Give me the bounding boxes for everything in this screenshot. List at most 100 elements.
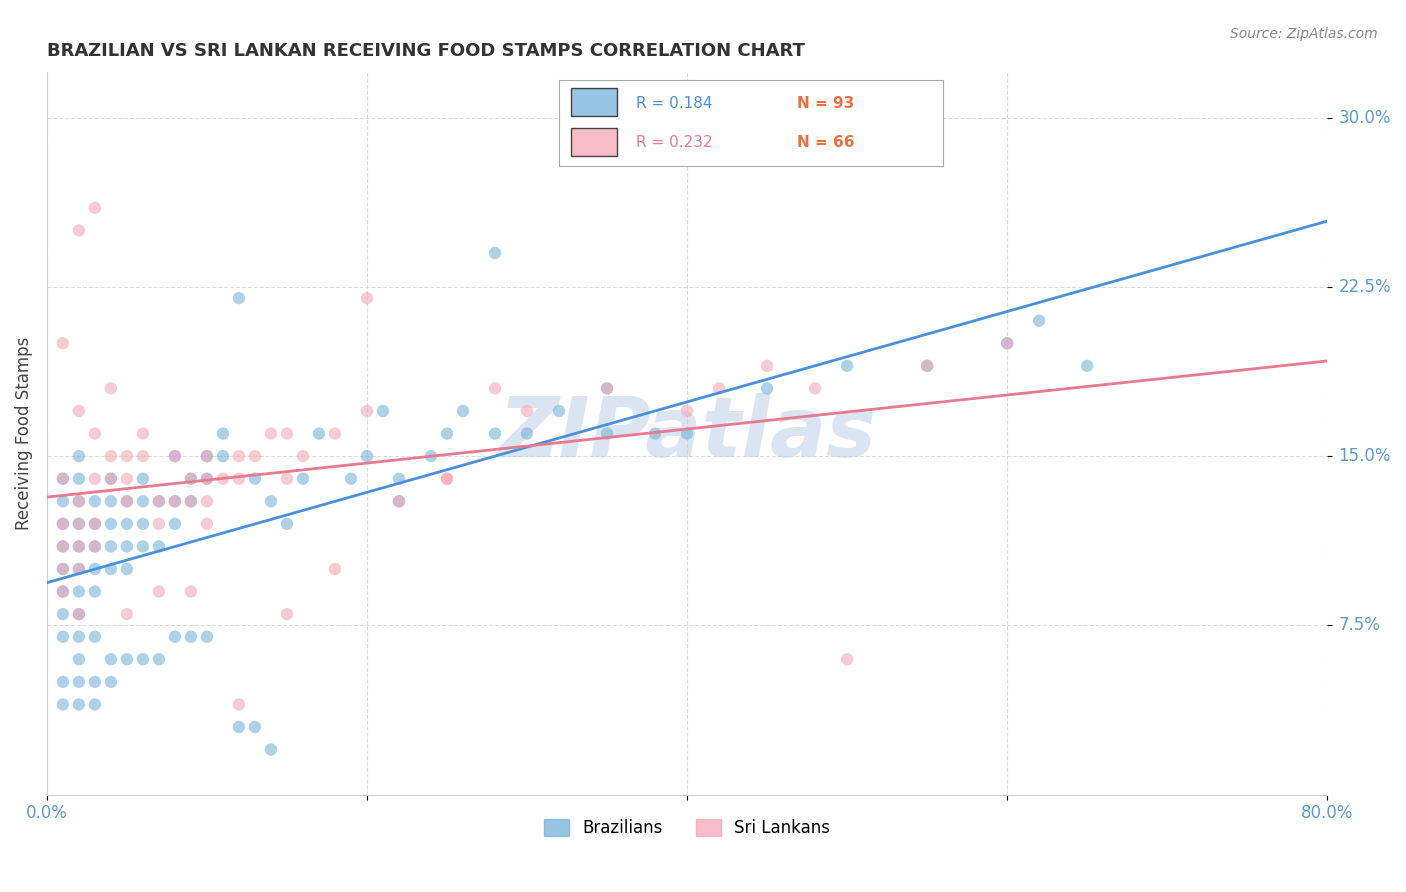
Brazilians [83,562,105,576]
Sri Lankans [212,472,235,486]
Brazilians [83,698,105,712]
Sri Lankans [837,652,859,666]
Brazilians [67,562,90,576]
Brazilians [83,494,105,508]
Sri Lankans [388,494,411,508]
Sri Lankans [195,516,218,531]
Brazilians [420,449,443,463]
Brazilians [83,674,105,689]
Brazilians [484,246,506,260]
Sri Lankans [195,449,218,463]
Sri Lankans [67,516,90,531]
Brazilians [67,698,90,712]
Brazilians [371,404,394,418]
Sri Lankans [148,516,170,531]
Brazilians [1076,359,1098,373]
Brazilians [83,584,105,599]
Sri Lankans [52,562,75,576]
Brazilians [195,472,218,486]
Brazilians [180,630,202,644]
Brazilians [132,472,155,486]
Sri Lankans [148,584,170,599]
Sri Lankans [180,472,202,486]
Brazilians [756,381,779,395]
Brazilians [52,516,75,531]
Sri Lankans [100,472,122,486]
Sri Lankans [195,494,218,508]
Y-axis label: Receiving Food Stamps: Receiving Food Stamps [15,337,32,530]
Brazilians [644,426,666,441]
Brazilians [132,652,155,666]
Brazilians [388,494,411,508]
Brazilians [67,516,90,531]
Brazilians [67,472,90,486]
Brazilians [243,472,266,486]
Sri Lankans [195,472,218,486]
Brazilians [163,516,186,531]
Brazilians [340,472,363,486]
Sri Lankans [83,516,105,531]
Brazilians [260,742,283,756]
Text: ZIPatlas: ZIPatlas [498,393,876,474]
Brazilians [1028,314,1050,328]
Brazilians [516,426,538,441]
Brazilians [115,652,138,666]
Sri Lankans [516,404,538,418]
Brazilians [52,562,75,576]
Brazilians [291,472,314,486]
Sri Lankans [148,494,170,508]
Sri Lankans [276,426,298,441]
Brazilians [67,540,90,554]
Sri Lankans [484,381,506,395]
Sri Lankans [436,472,458,486]
Sri Lankans [52,516,75,531]
Sri Lankans [228,472,250,486]
Sri Lankans [83,426,105,441]
Brazilians [100,652,122,666]
Sri Lankans [291,449,314,463]
Brazilians [212,426,235,441]
Brazilians [115,562,138,576]
Sri Lankans [323,562,346,576]
Sri Lankans [228,449,250,463]
Sri Lankans [52,336,75,351]
Text: 22.5%: 22.5% [1339,277,1391,296]
Brazilians [100,472,122,486]
Sri Lankans [115,607,138,621]
Text: 15.0%: 15.0% [1339,447,1391,465]
Brazilians [100,674,122,689]
Brazilians [837,359,859,373]
Brazilians [995,336,1018,351]
Brazilians [676,426,699,441]
Sri Lankans [995,336,1018,351]
Sri Lankans [100,449,122,463]
Sri Lankans [132,449,155,463]
Sri Lankans [100,381,122,395]
Sri Lankans [83,472,105,486]
Brazilians [132,540,155,554]
Brazilians [52,630,75,644]
Sri Lankans [67,540,90,554]
Brazilians [52,584,75,599]
Brazilians [596,381,619,395]
Brazilians [132,516,155,531]
Sri Lankans [163,494,186,508]
Sri Lankans [52,584,75,599]
Sri Lankans [756,359,779,373]
Sri Lankans [115,472,138,486]
Brazilians [83,516,105,531]
Brazilians [52,494,75,508]
Brazilians [52,698,75,712]
Brazilians [115,540,138,554]
Sri Lankans [83,201,105,215]
Sri Lankans [83,540,105,554]
Sri Lankans [67,607,90,621]
Sri Lankans [115,449,138,463]
Brazilians [148,540,170,554]
Brazilians [163,494,186,508]
Text: Source: ZipAtlas.com: Source: ZipAtlas.com [1230,27,1378,41]
Sri Lankans [276,472,298,486]
Sri Lankans [228,698,250,712]
Brazilians [484,426,506,441]
Sri Lankans [67,404,90,418]
